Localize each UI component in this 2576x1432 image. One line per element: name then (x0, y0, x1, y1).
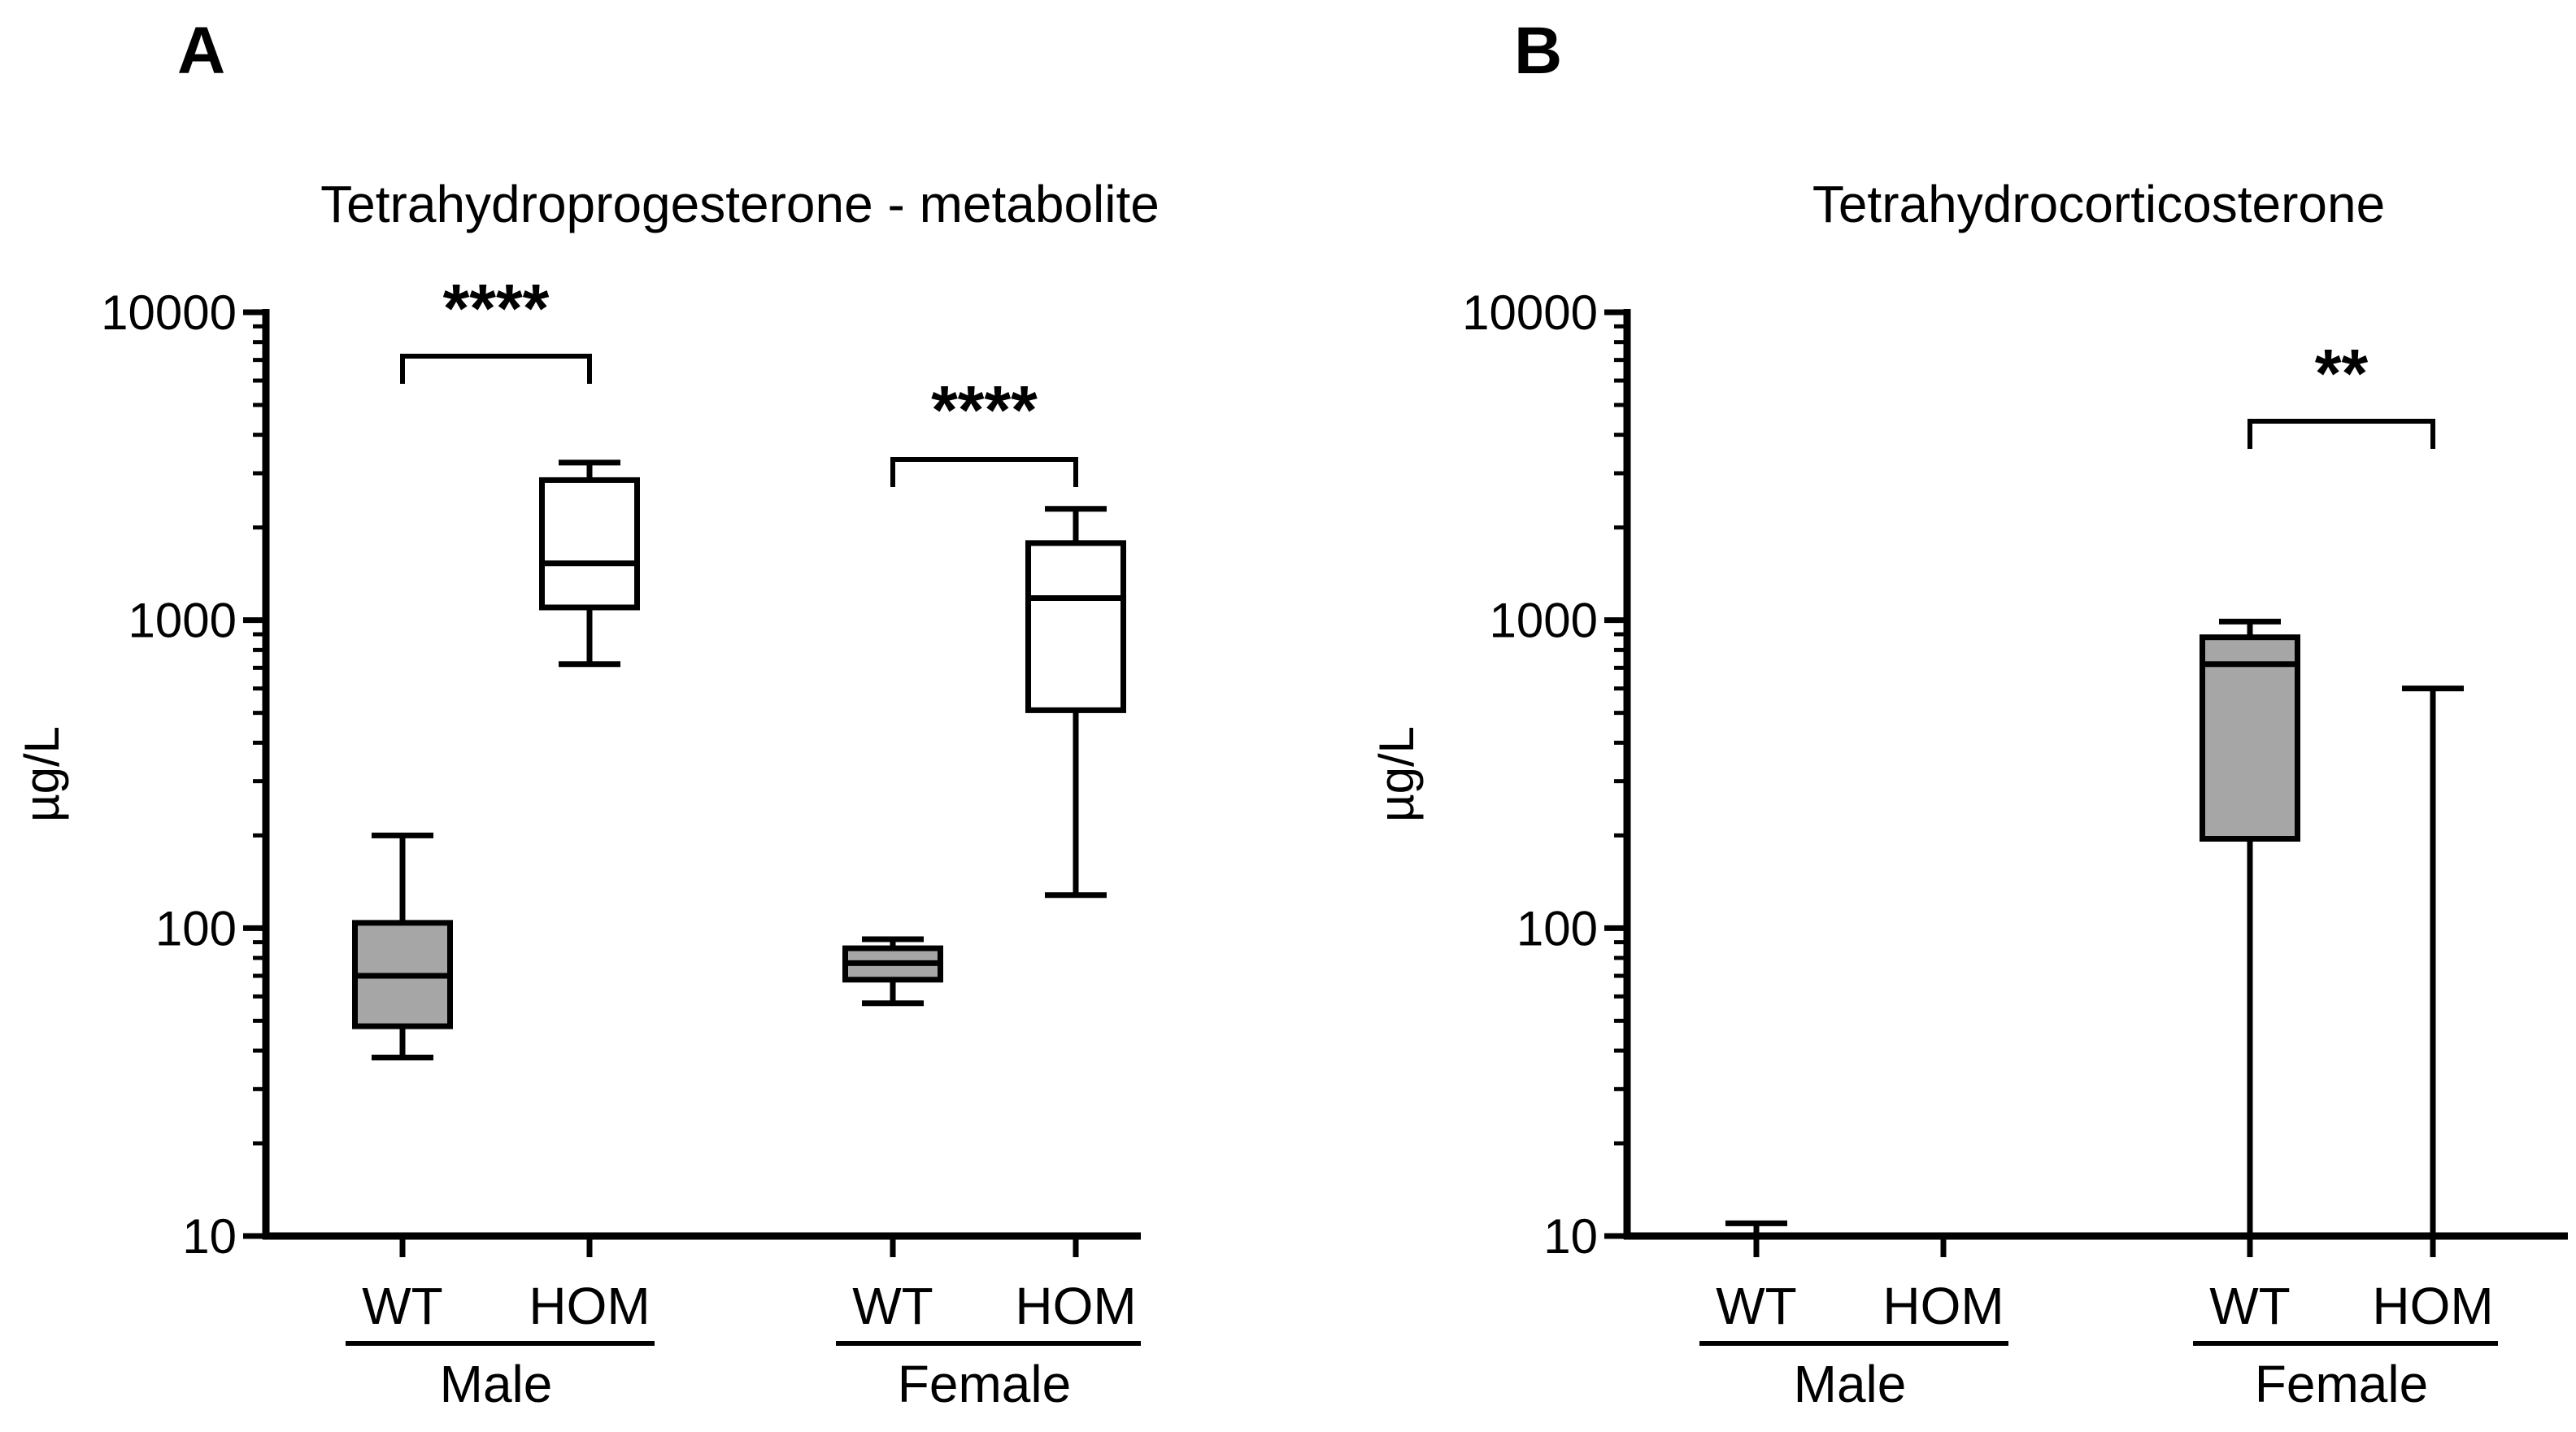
chart-title: Tetrahydrocorticosterone (1812, 175, 2385, 233)
box-male-wt (1725, 1220, 1787, 1236)
x-category-label: HOM (1882, 1277, 2004, 1335)
box-male-wt (352, 832, 453, 1060)
chart-title: Tetrahydroprogesterone - metabolite (320, 175, 1160, 233)
significance-bracket (400, 354, 592, 384)
box-iqr (1025, 540, 1126, 713)
y-tick-label: 10000 (101, 285, 237, 340)
y-axis-label: µg/L (1369, 726, 1424, 822)
y-tick-label: 10 (182, 1209, 237, 1264)
significance-label: **** (443, 270, 550, 346)
chart-panel-b: Tetrahydrocorticosterone µg/L 10 100 1000 100… (1369, 175, 2568, 1413)
group-label: Female (2255, 1355, 2428, 1413)
y-tick-label: 10000 (1462, 285, 1598, 340)
group-label: Female (898, 1355, 1071, 1413)
x-category-label: WT (2209, 1277, 2291, 1335)
y-tick-label: 10 (1543, 1209, 1598, 1264)
box-female-hom (1025, 506, 1126, 899)
y-axis-label: µg/L (15, 726, 69, 822)
box-female-wt (2200, 618, 2300, 1236)
x-category-label: WT (852, 1277, 933, 1335)
y-tick-label: 1000 (128, 594, 237, 648)
significance-label: **** (931, 372, 1038, 448)
y-tick-label: 100 (155, 901, 237, 955)
box-iqr (539, 477, 640, 611)
x-category-label: HOM (2372, 1277, 2493, 1335)
significance-bracket (2247, 419, 2435, 449)
y-tick-label: 1000 (1490, 594, 1598, 648)
significance-bracket (890, 457, 1078, 487)
chart-panel-a: Tetrahydroprogesterone - metabolite µg/L 1… (15, 175, 1160, 1413)
significance-label: ** (2315, 335, 2369, 411)
x-category-label: WT (362, 1277, 443, 1335)
box-iqr (2200, 634, 2300, 842)
x-category-label: HOM (1015, 1277, 1136, 1335)
y-tick-label: 100 (1516, 901, 1598, 955)
panel-a-letter: A (177, 14, 225, 88)
group-label: Male (440, 1355, 553, 1413)
x-category-label: WT (1716, 1277, 1797, 1335)
panel-b-letter: B (1514, 14, 1562, 88)
group-label: Male (1794, 1355, 1907, 1413)
box-male-hom (539, 459, 640, 668)
box-female-hom (2402, 686, 2464, 1236)
x-category-label: HOM (529, 1277, 650, 1335)
box-female-wt (842, 936, 943, 1007)
